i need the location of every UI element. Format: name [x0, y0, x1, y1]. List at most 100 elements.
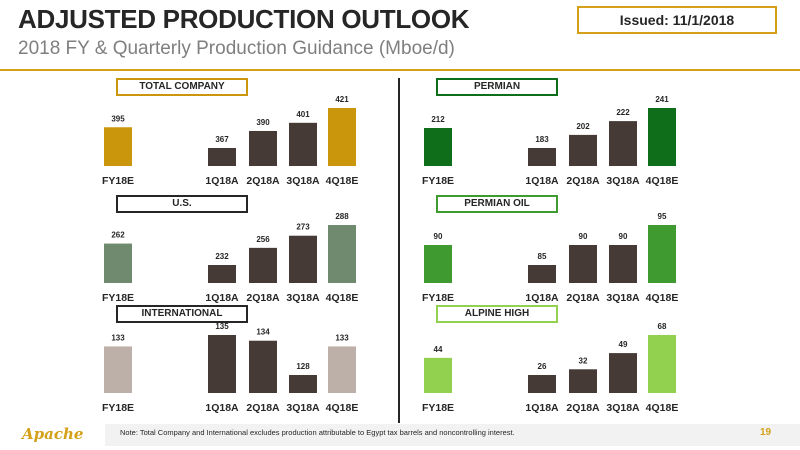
bar-2q18a: [569, 134, 597, 166]
bar-2q18a: [569, 245, 597, 283]
bar-fy18e: [104, 127, 132, 166]
bar-chart: 395 FY18E 367 1Q18A 390 2Q18A 401 3Q18A 421 4Q18E: [102, 95, 358, 187]
data-label: 95: [658, 212, 667, 221]
x-tick-label: FY18E: [422, 175, 454, 187]
bar-fy18e: [424, 245, 452, 283]
x-tick-label: FY18E: [102, 292, 134, 304]
x-tick-label: 1Q18A: [525, 292, 559, 304]
bar-chart: 262 FY18E 232 1Q18A 256 2Q18A 273 3Q18A 288 4Q18E: [102, 212, 358, 304]
x-tick-label: 4Q18E: [646, 175, 679, 187]
bar-4q18e: [648, 335, 676, 393]
x-tick-label: 3Q18A: [606, 292, 640, 304]
bar-2q18a: [249, 340, 277, 393]
data-label: 90: [619, 232, 628, 241]
x-tick-label: 2Q18A: [566, 175, 600, 187]
header-rule: [0, 69, 800, 71]
bar-4q18e: [648, 225, 676, 283]
data-label: 90: [579, 232, 588, 241]
page-title: ADJUSTED PRODUCTION OUTLOOK: [18, 4, 470, 34]
data-label: 134: [256, 328, 270, 337]
x-tick-label: 4Q18E: [326, 402, 359, 414]
x-tick-label: 1Q18A: [525, 402, 559, 414]
data-label: 401: [296, 110, 310, 119]
data-label: 212: [431, 115, 445, 124]
data-label: 232: [215, 252, 229, 261]
data-label: 85: [538, 252, 547, 261]
bar-3q18a: [609, 353, 637, 393]
footer: Apache Note: Total Company and Internati…: [0, 421, 800, 450]
page-number: 19: [760, 427, 772, 438]
chart-panel: 44 FY18E 26 1Q18A 32 2Q18A 49 3Q18A 68 4Q18E ALPIN…: [420, 305, 790, 423]
chart-title-label: PERMIAN OIL: [436, 195, 558, 213]
x-tick-label: FY18E: [102, 402, 134, 414]
apache-logo: Apache: [22, 425, 84, 443]
issued-badge: Issued: 11/1/2018: [577, 6, 777, 34]
x-tick-label: 1Q18A: [205, 292, 239, 304]
data-label: 135: [215, 322, 229, 331]
data-label: 262: [111, 231, 125, 240]
chart-panel: 133 FY18E 135 1Q18A 134 2Q18A 128 3Q18A 133 4Q18E…: [100, 305, 470, 423]
x-tick-label: 2Q18A: [566, 292, 600, 304]
page-subtitle: 2018 FY & Quarterly Production Guidance …: [18, 38, 455, 59]
data-label: 90: [434, 232, 443, 241]
chart-title-label: ALPINE HIGH: [436, 305, 558, 323]
chart-panel: 212 FY18E 183 1Q18A 202 2Q18A 222 3Q18A 241 4Q18E…: [420, 78, 790, 196]
x-tick-label: 2Q18A: [246, 175, 280, 187]
x-tick-label: 1Q18A: [205, 175, 239, 187]
data-label: 32: [579, 356, 588, 365]
x-tick-label: 2Q18A: [246, 292, 280, 304]
bar-3q18a: [609, 121, 637, 166]
data-label: 128: [296, 362, 310, 371]
bar-1q18a: [208, 148, 236, 166]
bar-chart: 133 FY18E 135 1Q18A 134 2Q18A 128 3Q18A 133 4Q18E: [102, 322, 359, 414]
data-label: 133: [111, 333, 125, 342]
bar-4q18e: [648, 108, 676, 166]
x-tick-label: 2Q18A: [246, 402, 280, 414]
bar-1q18a: [208, 335, 236, 393]
chart-title-label: U.S.: [116, 195, 248, 213]
data-label: 367: [215, 135, 229, 144]
x-tick-label: 3Q18A: [606, 175, 640, 187]
x-tick-label: 3Q18A: [286, 175, 320, 187]
chart-title-label: TOTAL COMPANY: [116, 78, 248, 96]
chart-panel: 90 FY18E 85 1Q18A 90 2Q18A 90 3Q18A 95 4Q18E PERMI…: [420, 195, 790, 313]
data-label: 421: [335, 95, 349, 104]
footer-band: [105, 424, 800, 446]
bar-chart: 212 FY18E 183 1Q18A 202 2Q18A 222 3Q18A 241 4Q18E: [422, 95, 679, 187]
data-label: 256: [256, 235, 270, 244]
bar-1q18a: [528, 375, 556, 393]
data-label: 222: [616, 108, 630, 117]
bar-3q18a: [289, 375, 317, 393]
data-label: 183: [535, 135, 549, 144]
bar-3q18a: [289, 122, 317, 166]
data-label: 390: [256, 118, 270, 127]
x-tick-label: 3Q18A: [286, 292, 320, 304]
chart-title-label: PERMIAN: [436, 78, 558, 96]
data-label: 26: [538, 362, 547, 371]
data-label: 273: [296, 223, 310, 232]
bar-3q18a: [289, 235, 317, 283]
chart-panel: 262 FY18E 232 1Q18A 256 2Q18A 273 3Q18A 288 4Q18E…: [100, 195, 470, 313]
bar-4q18e: [328, 225, 356, 283]
x-tick-label: 1Q18A: [205, 402, 239, 414]
bar-fy18e: [424, 357, 452, 393]
bar-2q18a: [569, 369, 597, 393]
x-tick-label: FY18E: [422, 402, 454, 414]
bar-1q18a: [528, 148, 556, 166]
x-tick-label: 2Q18A: [566, 402, 600, 414]
x-tick-label: 3Q18A: [286, 402, 320, 414]
data-label: 395: [111, 114, 125, 123]
bar-1q18a: [528, 265, 556, 283]
bar-chart: 44 FY18E 26 1Q18A 32 2Q18A 49 3Q18A 68 4Q18E: [422, 322, 679, 414]
chart-panel: 395 FY18E 367 1Q18A 390 2Q18A 401 3Q18A 421 4Q18E…: [100, 78, 470, 196]
data-label: 49: [619, 340, 628, 349]
chart-title-label: INTERNATIONAL: [116, 305, 248, 323]
bar-4q18e: [328, 108, 356, 166]
bar-2q18a: [249, 130, 277, 166]
footnote: Note: Total Company and International ex…: [120, 428, 515, 437]
bar-3q18a: [609, 245, 637, 283]
bar-2q18a: [249, 247, 277, 283]
bar-fy18e: [424, 128, 452, 166]
bar-1q18a: [208, 265, 236, 283]
x-tick-label: 4Q18E: [646, 402, 679, 414]
